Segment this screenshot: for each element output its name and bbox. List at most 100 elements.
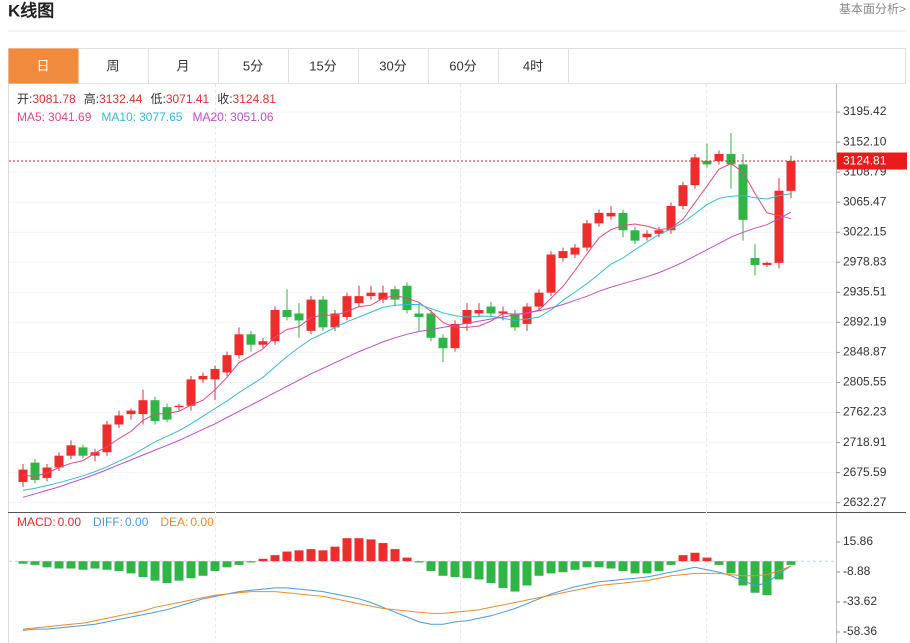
candle-body — [774, 190, 784, 263]
candle-body — [378, 292, 388, 300]
macd-bar — [762, 561, 772, 596]
candle-body — [534, 292, 544, 307]
current-price-label: 3124.81 — [843, 154, 887, 168]
candle-body — [522, 306, 532, 324]
legend-name: DEA: — [160, 515, 188, 529]
macd-bar — [282, 551, 292, 562]
y-tick-label: 3065.47 — [843, 194, 887, 208]
tab[interactable]: 30分 — [379, 58, 406, 73]
tab[interactable]: 60分 — [449, 58, 476, 73]
candle-body — [234, 334, 244, 356]
candle-body — [198, 375, 208, 380]
macd-bar — [642, 561, 652, 574]
y-tick-label: -58.36 — [843, 624, 877, 638]
macd-bar — [402, 557, 412, 562]
macd-bar — [102, 561, 112, 570]
macd-bar — [294, 550, 304, 562]
page-title: K线图 — [8, 0, 54, 20]
macd-bar — [66, 561, 76, 569]
macd-bar — [258, 558, 268, 562]
tab[interactable]: 4时 — [523, 58, 543, 73]
candle-body — [414, 313, 424, 317]
candle-body — [594, 212, 604, 224]
tab[interactable]: 15分 — [309, 58, 336, 73]
macd-bar — [426, 561, 436, 571]
current-price-box — [837, 152, 907, 170]
tab[interactable]: 日 — [36, 58, 49, 73]
candle-body — [690, 157, 700, 186]
candle-body — [762, 262, 772, 265]
plot: 3195.423152.103108.793065.473022.152978.… — [9, 91, 907, 638]
ma-line — [22, 193, 792, 491]
info-label: 低: — [150, 92, 165, 106]
candle-body — [738, 164, 748, 220]
macd-bar — [678, 555, 688, 562]
macd-bar — [666, 561, 676, 565]
y-tick-label: 2848.87 — [843, 345, 887, 359]
y-tick-label: 15.86 — [843, 534, 873, 548]
macd-bar — [714, 561, 724, 565]
legend-name: MA10: — [101, 110, 136, 124]
macd-bar — [630, 561, 640, 574]
y-tick-label: 2632.27 — [843, 495, 887, 509]
macd-bar — [750, 561, 760, 593]
info-value: 3071.41 — [166, 92, 210, 106]
candle-body — [330, 313, 340, 328]
info-label: 高: — [84, 91, 99, 106]
candle-body — [150, 400, 160, 422]
macd-bar — [270, 555, 280, 562]
macd-bar — [390, 549, 400, 562]
macd-line — [22, 565, 792, 630]
macd-bar — [726, 561, 736, 574]
macd-bar — [162, 561, 172, 584]
tab[interactable]: 周 — [106, 58, 119, 73]
macd-bar — [522, 561, 532, 586]
ma-legend: MA5: 3041.69 MA10: 3077.65 MA20: 3051.06 — [17, 110, 274, 124]
candle-body — [630, 230, 640, 241]
candle-body — [126, 410, 136, 415]
y-tick-label: 3022.15 — [843, 224, 887, 238]
macd-bar — [366, 539, 376, 562]
candle-body — [258, 341, 268, 345]
fundamental-link[interactable]: 基本面分析> — [839, 2, 906, 16]
macd-line — [22, 565, 792, 631]
ohlc-info: 开:3081.78 高:3132.44 低:3071.41 收:3124.81 — [17, 91, 276, 106]
macd-bar — [246, 561, 256, 563]
candle-body — [666, 205, 676, 231]
candle-body — [210, 368, 220, 380]
candle-body — [306, 299, 316, 331]
legend-value: 3051.06 — [230, 110, 274, 124]
candle-body — [138, 400, 148, 415]
macd-bar — [774, 561, 784, 580]
macd-bar — [606, 561, 616, 569]
y-tick-label: 2935.51 — [843, 285, 887, 299]
macd-bar — [78, 561, 88, 570]
legend-value: 0.00 — [190, 515, 214, 529]
macd-bar — [18, 561, 28, 564]
y-tick-label: -8.88 — [843, 564, 871, 578]
macd-bar — [414, 561, 424, 563]
tab[interactable]: 月 — [176, 58, 189, 73]
candle-body — [354, 296, 364, 304]
info-label: 开: — [17, 92, 32, 106]
info-value: 3081.78 — [32, 92, 76, 106]
macd-bar — [174, 561, 184, 581]
candle-body — [606, 212, 616, 217]
tab-selected-bg — [8, 48, 79, 84]
legend-value: 0.00 — [58, 515, 82, 529]
macd-bar — [570, 561, 580, 570]
tab[interactable]: 5分 — [243, 58, 263, 73]
candle-body — [90, 452, 100, 456]
macd-bar — [558, 561, 568, 573]
candle-body — [678, 185, 688, 206]
candle-body — [186, 379, 196, 406]
candle-body — [18, 469, 28, 483]
macd-bar — [690, 552, 700, 562]
macd-bar — [546, 561, 556, 574]
info-value: 3132.44 — [99, 92, 143, 106]
candle-body — [618, 212, 628, 231]
macd-bar — [318, 550, 328, 562]
candle-body — [294, 313, 304, 321]
candle-body — [282, 310, 292, 317]
macd-bar — [330, 546, 340, 562]
